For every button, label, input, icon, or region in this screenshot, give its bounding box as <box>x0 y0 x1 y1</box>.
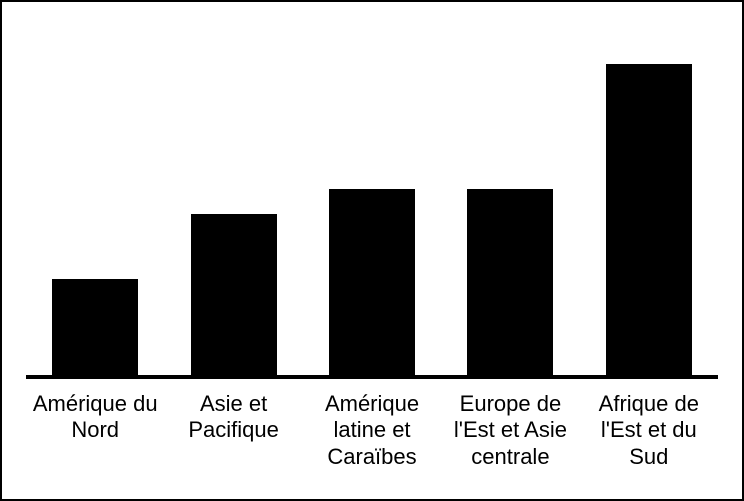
chart-plot-area <box>26 22 718 379</box>
chart-labels-row: Amérique du NordAsie et PacifiqueAmériqu… <box>26 385 718 499</box>
category-label: Afrique de l'Est et du Sud <box>580 385 718 499</box>
category-label: Amérique latine et Caraïbes <box>303 385 441 499</box>
bar <box>191 214 277 375</box>
category-label: Amérique du Nord <box>26 385 164 499</box>
bar <box>329 189 415 375</box>
category-label: Asie et Pacifique <box>164 385 302 499</box>
category-label: Europe de l'Est et Asie centrale <box>441 385 579 499</box>
chart-frame: Amérique du NordAsie et PacifiqueAmériqu… <box>0 0 744 501</box>
bar <box>606 64 692 375</box>
bar <box>52 279 138 375</box>
bar <box>467 189 553 375</box>
